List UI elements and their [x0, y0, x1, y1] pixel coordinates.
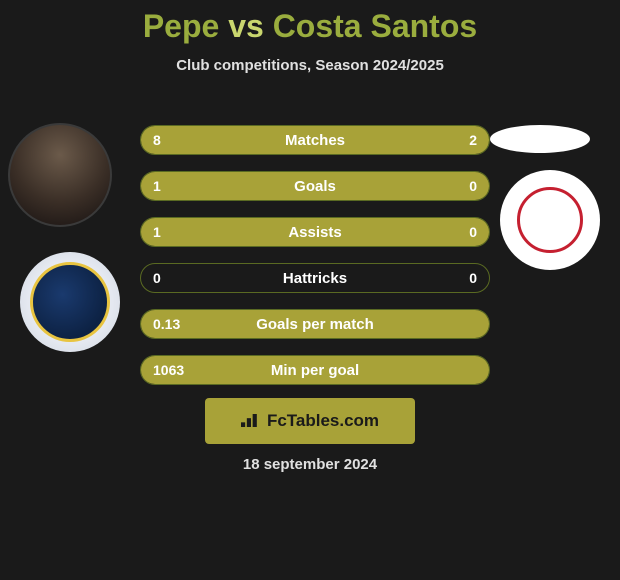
player1-club-badge	[20, 252, 120, 352]
page-title: Pepe vs Costa Santos	[0, 0, 620, 45]
stat-value-left: 1	[153, 178, 161, 194]
stat-row: 0.13 Goals per match	[140, 309, 490, 339]
stat-value-right: 2	[469, 132, 477, 148]
stat-value-right: 0	[469, 270, 477, 286]
stats-area: 8 Matches 2 1 Goals 0 1 Assists 0 0 Hattricks 0 0.13…	[140, 125, 490, 401]
stat-label: Min per goal	[271, 362, 359, 379]
stat-value-left: 1063	[153, 362, 184, 378]
stat-row: 1 Assists 0	[140, 217, 490, 247]
stat-value-left: 0.13	[153, 316, 180, 332]
footer-brand-box: FcTables.com	[205, 398, 415, 444]
player2-photo-placeholder	[490, 125, 590, 153]
stat-label: Goals per match	[256, 316, 374, 333]
player1-photo	[8, 123, 112, 227]
stat-label: Goals	[294, 178, 336, 195]
stat-value-left: 1	[153, 224, 161, 240]
stat-label: Matches	[285, 132, 345, 149]
subtitle: Club competitions, Season 2024/2025	[0, 57, 620, 74]
stat-fill-left	[141, 126, 385, 154]
title-player1: Pepe	[143, 8, 219, 44]
title-vs: vs	[228, 8, 264, 44]
footer-brand-text: FcTables.com	[267, 411, 379, 431]
stat-row: 8 Matches 2	[140, 125, 490, 155]
title-player2: Costa Santos	[273, 8, 477, 44]
stat-label: Hattricks	[283, 270, 347, 287]
stat-value-right: 0	[469, 178, 477, 194]
stat-row: 1 Goals 0	[140, 171, 490, 201]
stat-value-right: 0	[469, 224, 477, 240]
bars-icon	[241, 414, 261, 428]
stat-row: 1063 Min per goal	[140, 355, 490, 385]
stat-label: Assists	[288, 224, 341, 241]
player2-club-badge	[500, 170, 600, 270]
date-text: 18 september 2024	[0, 456, 620, 473]
stat-value-left: 0	[153, 270, 161, 286]
stat-row: 0 Hattricks 0	[140, 263, 490, 293]
stat-value-left: 8	[153, 132, 161, 148]
